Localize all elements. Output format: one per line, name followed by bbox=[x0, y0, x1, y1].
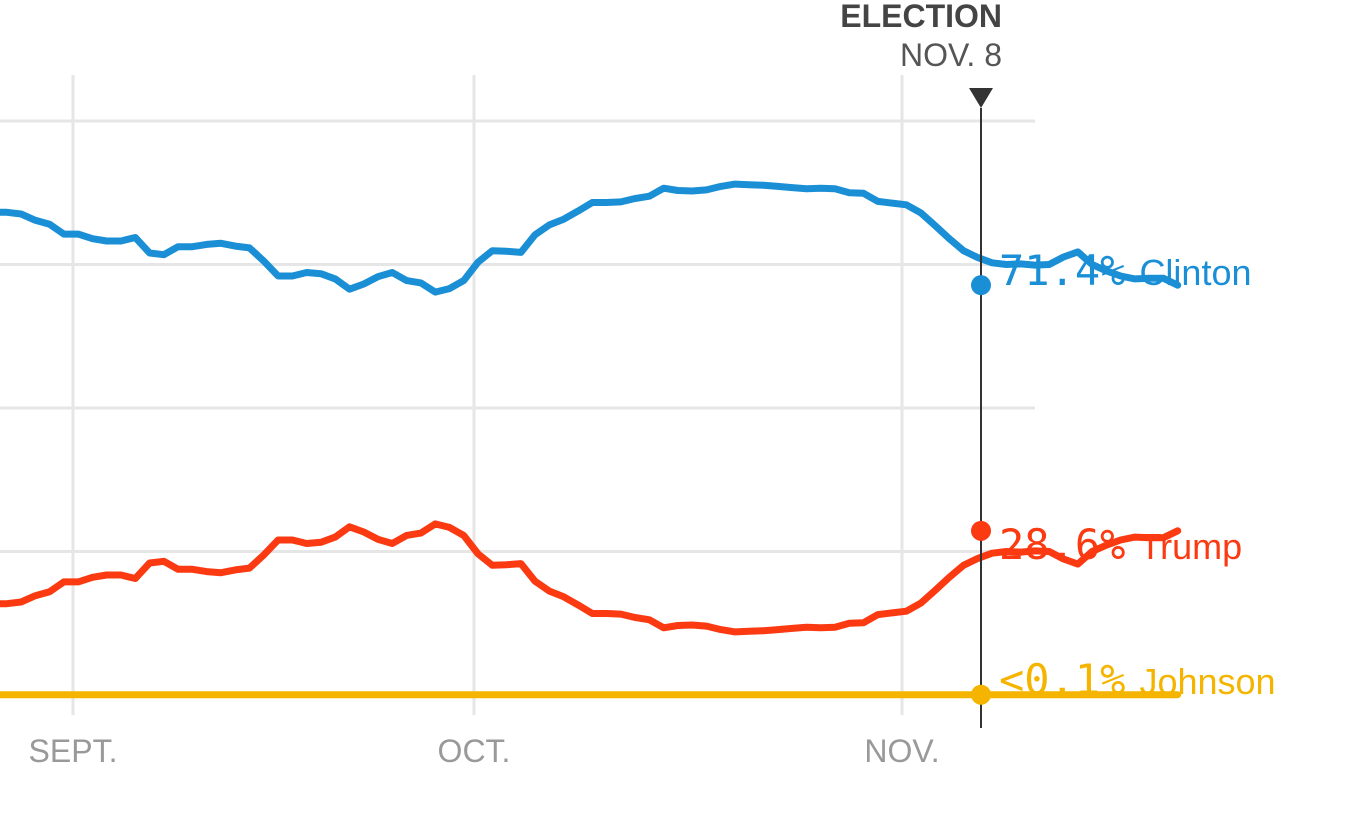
series-name-clinton: Clinton bbox=[1139, 252, 1251, 293]
end-labels: 71.4% Clinton 28.6% Trump <0.1% Johnson bbox=[971, 246, 1276, 705]
series-name-trump: Trump bbox=[1139, 526, 1242, 567]
gridlines bbox=[0, 75, 1035, 715]
pct-label-trump: 28.6% bbox=[999, 520, 1125, 569]
pct-label-johnson: <0.1% bbox=[999, 655, 1125, 704]
end-marker-trump bbox=[971, 520, 991, 541]
end-marker-clinton bbox=[971, 275, 991, 296]
pct-label-clinton: 71.4% bbox=[999, 246, 1125, 295]
series-name-johnson: Johnson bbox=[1139, 661, 1275, 702]
election-date: NOV. 8 bbox=[900, 37, 1002, 73]
election-day-arrow-icon bbox=[969, 88, 993, 108]
x-axis-ticks: SEPT. OCT. NOV. bbox=[29, 733, 940, 769]
x-tick-label: OCT. bbox=[438, 733, 511, 769]
x-tick-label: SEPT. bbox=[29, 733, 118, 769]
election-title: ELECTION bbox=[840, 0, 1002, 34]
election-day-marker: ELECTION NOV. 8 bbox=[840, 0, 1002, 728]
x-tick-label: NOV. bbox=[864, 733, 939, 769]
end-marker-johnson bbox=[971, 684, 991, 705]
